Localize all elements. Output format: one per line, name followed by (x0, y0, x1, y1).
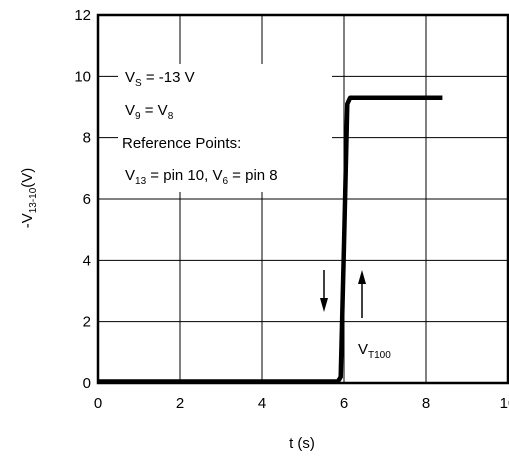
annotation-background (118, 64, 332, 192)
y-tick-label: 0 (83, 375, 91, 392)
x-tick-label: 6 (340, 395, 348, 412)
annotation-v9: V9 = V8 (125, 102, 174, 122)
annotation-reference-title: Reference Points: (122, 135, 241, 152)
arrow-down-icon (320, 270, 328, 312)
annotation-vs: VS = -13 V (125, 69, 195, 89)
y-tick-label: 12 (74, 7, 91, 24)
x-tick-label: 10 (500, 395, 509, 412)
x-tick-label: 2 (176, 395, 184, 412)
y-tick-label: 8 (83, 130, 91, 147)
x-tick-label: 4 (258, 395, 266, 412)
x-axis-label: t (s) (289, 435, 315, 452)
y-tick-label: 4 (83, 252, 91, 269)
tick-labels: 0 2 4 6 8 10 0 2 4 6 8 10 12 (74, 7, 509, 412)
y-axis-label: -V13-10(V) (19, 168, 39, 229)
y-tick-label: 2 (83, 314, 91, 331)
y-tick-label: 10 (74, 68, 91, 85)
x-tick-label: 0 (94, 395, 102, 412)
annotation-reference-points: V13 = pin 10, V6 = pin 8 (125, 167, 278, 187)
y-tick-label: 6 (83, 191, 91, 208)
annotation-vt100: VT100 (358, 341, 391, 361)
arrow-up-icon (358, 270, 366, 318)
vt100-label-background (355, 338, 407, 364)
x-tick-label: 8 (422, 395, 430, 412)
series-line-0 (98, 95, 443, 384)
series-layer (98, 95, 443, 384)
